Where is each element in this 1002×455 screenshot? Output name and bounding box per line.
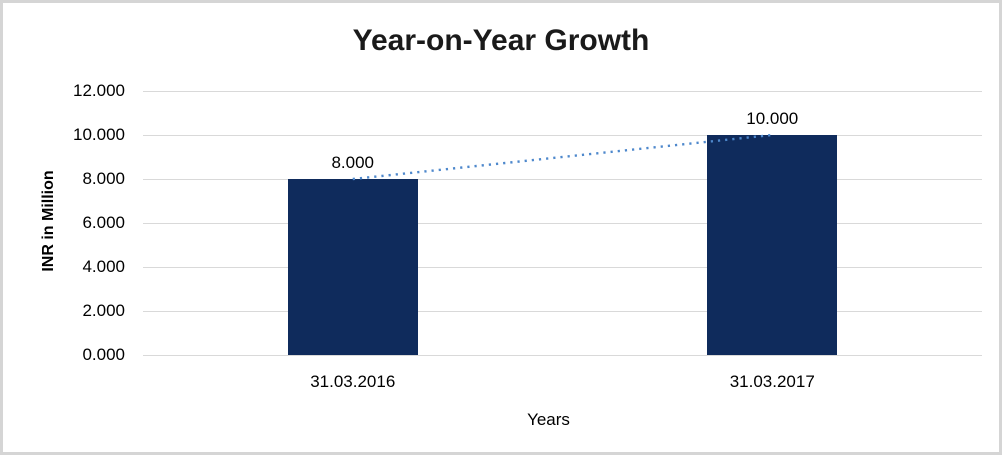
y-tick-label: 10.000 [73,125,125,144]
y-tick-label: 8.000 [82,169,125,188]
gridline [143,135,982,136]
gridline [143,91,982,92]
x-axis-title: Years [527,410,570,429]
gridline [143,311,982,312]
y-tick-label: 6.000 [82,213,125,232]
gridline [143,267,982,268]
y-tick-label: 2.000 [82,301,125,320]
gridline [143,179,982,180]
data-label: 8.000 [331,153,375,172]
bar-31.03.2017 [707,135,838,355]
x-tick-label: 31.03.2016 [310,372,396,391]
y-tick-label: 12.000 [73,81,125,100]
x-tick-label: 31.03.2017 [729,372,815,391]
bar-31.03.2016 [287,179,418,355]
gridline [143,223,982,224]
data-label: 10.000 [746,109,799,128]
chart-title: Year-on-Year Growth [352,24,650,57]
plot-area: 8.000 10.000 [143,91,982,356]
gridline [143,355,982,356]
y-tick-label: 0.000 [82,345,125,364]
y-tick-label: 4.000 [82,257,125,276]
